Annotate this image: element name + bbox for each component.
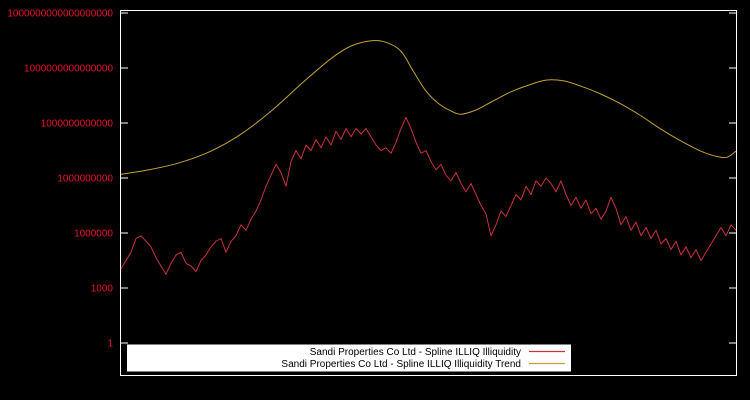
y-tick-label: 1000000 <box>74 229 113 240</box>
legend-box <box>127 344 571 372</box>
legend: Sandi Properties Co Ltd - Spline ILLIQ I… <box>127 344 571 372</box>
plot-border <box>120 10 737 376</box>
y-tick-label: 1000 <box>91 284 114 295</box>
y-tick-label: 1000000000000 <box>41 119 114 130</box>
legend-label: Sandi Properties Co Ltd - Spline ILLIQ I… <box>281 359 521 370</box>
legend-label: Sandi Properties Co Ltd - Spline ILLIQ I… <box>310 347 521 358</box>
series-illiquidity-trend-line <box>120 39 737 175</box>
y-tick-label: 1000000000000000 <box>24 64 113 75</box>
y-axis: 1 1000 1000000 1000000000 1000000000000 10000… <box>7 9 736 350</box>
series-lines <box>120 39 737 275</box>
y-tick-label: 1 <box>107 339 113 350</box>
series-illiquidity-line <box>120 117 737 275</box>
y-tick-label: 1000000000 <box>57 174 113 185</box>
y-tick-label: 1000000000000000000 <box>7 9 113 20</box>
